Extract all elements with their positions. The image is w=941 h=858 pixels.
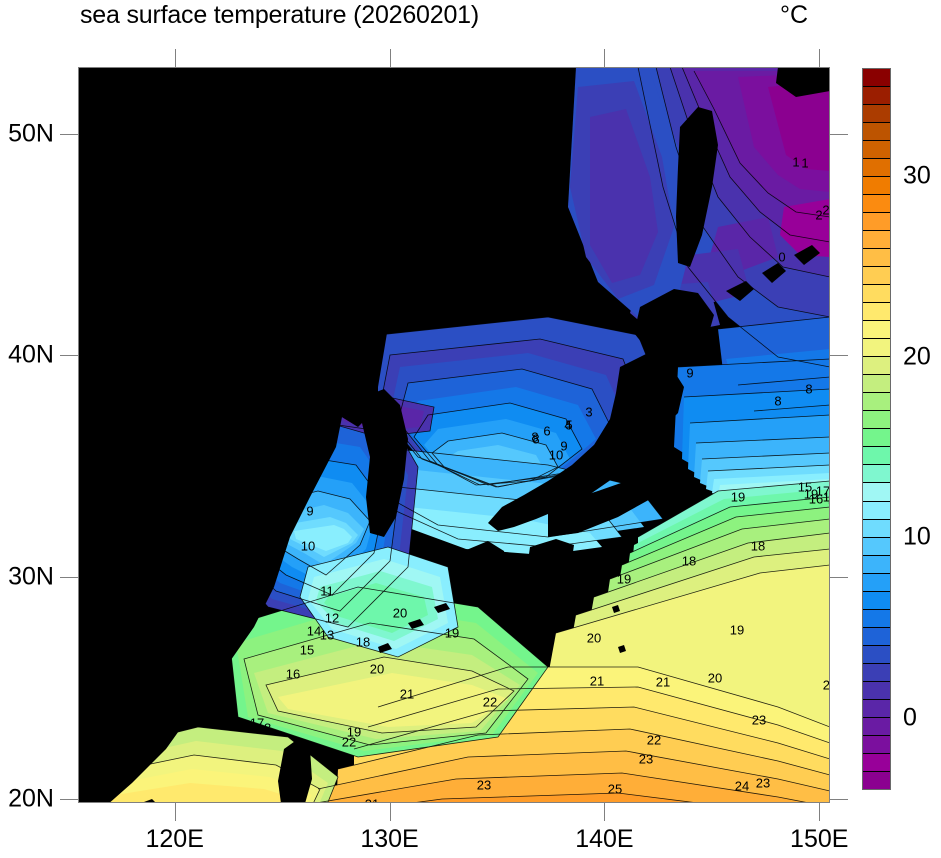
colorbar-band (863, 537, 890, 556)
colorbar-band (863, 483, 890, 502)
y-axis-tick (60, 133, 78, 135)
contour-lines (78, 67, 830, 803)
y-axis-tick-right (830, 576, 848, 578)
colorbar-band (863, 573, 890, 592)
colorbar-band (863, 591, 890, 610)
y-axis-tick (60, 798, 78, 800)
colorbar-band (863, 194, 890, 213)
colorbar-band (863, 249, 890, 268)
y-axis-tick-right (830, 355, 848, 357)
temperature-colorbar[interactable] (862, 68, 891, 790)
page-title: sea surface temperature (20260201) (80, 1, 479, 29)
colorbar-band (863, 357, 890, 376)
colorbar-band (863, 158, 890, 177)
colorbar-band (863, 465, 890, 484)
colorbar-band (863, 303, 890, 322)
colorbar-band (863, 122, 890, 141)
colorbar-band (863, 285, 890, 304)
colorbar-band (863, 140, 890, 159)
map-plot-area[interactable]: 0123334568891011128910811121314151617182… (78, 67, 830, 803)
x-axis-tick-top (604, 49, 606, 67)
colorbar-band (863, 393, 890, 412)
x-axis-tick-top (174, 49, 176, 67)
y-axis-tick-right (830, 133, 848, 135)
landmass-layer (78, 67, 830, 803)
colorbar-band (863, 447, 890, 466)
y-axis-label: 20N (8, 784, 54, 813)
colorbar-band (863, 519, 890, 538)
colorbar-band (863, 501, 890, 520)
x-axis-label: 120E (145, 825, 204, 853)
colorbar-band (863, 699, 890, 718)
colorbar-band (863, 231, 890, 250)
colorbar-band (863, 735, 890, 754)
x-axis-tick (174, 803, 176, 821)
y-axis-tick (60, 576, 78, 578)
colorbar-band (863, 663, 890, 682)
colorbar-band (863, 176, 890, 195)
colorbar-band (863, 68, 890, 87)
x-axis-tick (604, 803, 606, 821)
colorbar-band (863, 645, 890, 664)
colorbar-band (863, 267, 890, 286)
colorbar-band (863, 681, 890, 700)
colorbar-band (863, 555, 890, 574)
colorbar-band (863, 411, 890, 430)
colorbar-band (863, 771, 890, 789)
colorbar-band (863, 375, 890, 394)
colorbar-tick-label: 30 (903, 161, 931, 190)
colorbar-band (863, 627, 890, 646)
colorbar-band (863, 104, 890, 123)
colorbar-band (863, 213, 890, 232)
x-axis-label: 140E (575, 825, 634, 853)
y-axis-label: 30N (8, 562, 54, 591)
sst-map-canvas (78, 67, 830, 803)
colorbar-band (863, 753, 890, 772)
colorbar-band (863, 717, 890, 736)
colorbar-band (863, 339, 890, 358)
unit-label: °C (780, 1, 809, 29)
colorbar-tick-label: 10 (903, 522, 931, 551)
x-axis-label: 150E (790, 825, 849, 853)
y-axis-label: 50N (8, 119, 54, 147)
y-axis-tick-right (830, 798, 848, 800)
colorbar-band (863, 86, 890, 105)
colorbar-band (863, 429, 890, 448)
x-axis-label: 130E (360, 825, 419, 853)
colorbar-band (863, 609, 890, 628)
y-axis-label: 40N (8, 340, 54, 369)
x-axis-tick (389, 803, 391, 821)
colorbar-tick-label: 0 (903, 703, 917, 732)
y-axis-tick (60, 355, 78, 357)
colorbar-tick-label: 20 (903, 342, 931, 371)
x-axis-tick (819, 803, 821, 821)
x-axis-tick-top (819, 49, 821, 67)
colorbar-band (863, 321, 890, 340)
x-axis-tick-top (389, 49, 391, 67)
